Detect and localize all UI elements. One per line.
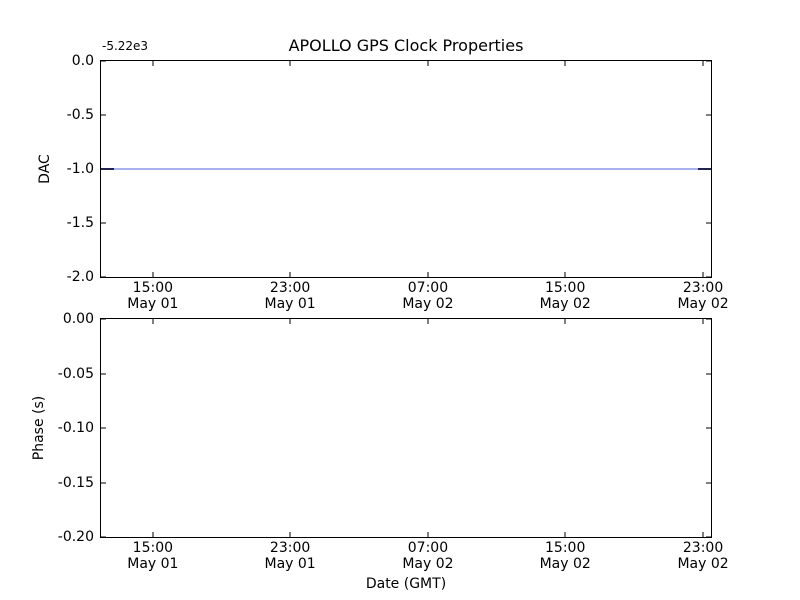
tick-mark	[706, 318, 711, 320]
tick-mark	[702, 319, 704, 324]
tick-mark	[289, 61, 291, 66]
tick-mark	[702, 532, 704, 537]
y-tick-label: -0.05	[57, 365, 94, 382]
x-tick-label: 07:00 May 02	[402, 540, 454, 572]
y-tick-label: 0.00	[62, 311, 94, 327]
tick-mark	[702, 272, 704, 277]
dac-data-endpoints	[101, 168, 114, 170]
y-tick-label: -0.15	[57, 474, 94, 491]
x-tick-label: 15:00 May 02	[539, 280, 591, 312]
dac-fit-line	[101, 168, 711, 170]
y-tick-label: -1.5	[66, 215, 94, 231]
tick-mark	[101, 60, 106, 62]
y-tick-label: -0.20	[57, 529, 94, 545]
tick-mark	[101, 222, 106, 224]
tick-mark	[101, 373, 106, 374]
x-tick-label: 23:00 May 01	[264, 280, 316, 312]
tick-mark	[706, 222, 711, 224]
axes-dac: APOLLO GPS Clock Properties -5.22e3 DAC …	[37, 36, 729, 312]
x-tick-label: 23:00 May 01	[264, 540, 316, 572]
tick-mark	[427, 532, 429, 537]
x-tick-label: 15:00 May 01	[127, 280, 179, 312]
tick-mark	[706, 427, 711, 429]
y-tick-label: -2.0	[66, 269, 94, 285]
tick-mark	[101, 482, 106, 483]
tick-mark	[564, 319, 566, 324]
x-axis-label: Date (GMT)	[365, 576, 447, 592]
tick-mark	[427, 319, 429, 324]
tick-mark	[101, 276, 106, 278]
tick-mark	[706, 373, 711, 374]
tick-mark	[101, 114, 106, 116]
tick-mark	[706, 60, 711, 62]
x-tick-label: 15:00 May 02	[539, 540, 591, 572]
x-tick-label: 15:00 May 01	[127, 540, 179, 572]
tick-mark	[101, 536, 106, 538]
tick-mark	[427, 272, 429, 277]
tick-mark	[152, 532, 154, 537]
dac-data-endpoints	[698, 168, 711, 170]
y-tick-label: -1.0	[66, 161, 94, 177]
tick-mark	[152, 272, 154, 277]
tick-mark	[706, 276, 711, 278]
y-tick-label: -0.10	[57, 420, 94, 436]
x-tick-label: 23:00 May 02	[677, 540, 729, 572]
tick-mark	[706, 482, 711, 483]
y-axis-label-phase: Phase (s)	[31, 395, 47, 461]
y-axis-offset-text: -5.22e3	[102, 39, 149, 53]
tick-mark	[289, 272, 291, 277]
y-axis-label-dac: DAC	[37, 154, 53, 184]
tick-mark	[706, 114, 711, 116]
x-tick-label: 07:00 May 02	[402, 280, 454, 312]
tick-mark	[702, 61, 704, 66]
tick-mark	[427, 61, 429, 66]
tick-mark	[289, 319, 291, 324]
tick-mark	[706, 536, 711, 538]
tick-mark	[564, 272, 566, 277]
tick-mark	[289, 532, 291, 537]
tick-mark	[101, 427, 106, 429]
x-tick-label: 23:00 May 02	[677, 280, 729, 312]
y-tick-label: -0.5	[66, 107, 94, 123]
tick-mark	[152, 61, 154, 66]
tick-mark	[564, 532, 566, 537]
y-tick-label: 0.0	[71, 53, 94, 69]
axes-phase: Phase (s) Date (GMT) 0.00 -0.05 -0.10 -0.15…	[31, 311, 729, 592]
tick-mark	[152, 319, 154, 324]
tick-mark	[101, 318, 106, 320]
chart-title: APOLLO GPS Clock Properties	[288, 36, 524, 55]
tick-mark	[564, 61, 566, 66]
